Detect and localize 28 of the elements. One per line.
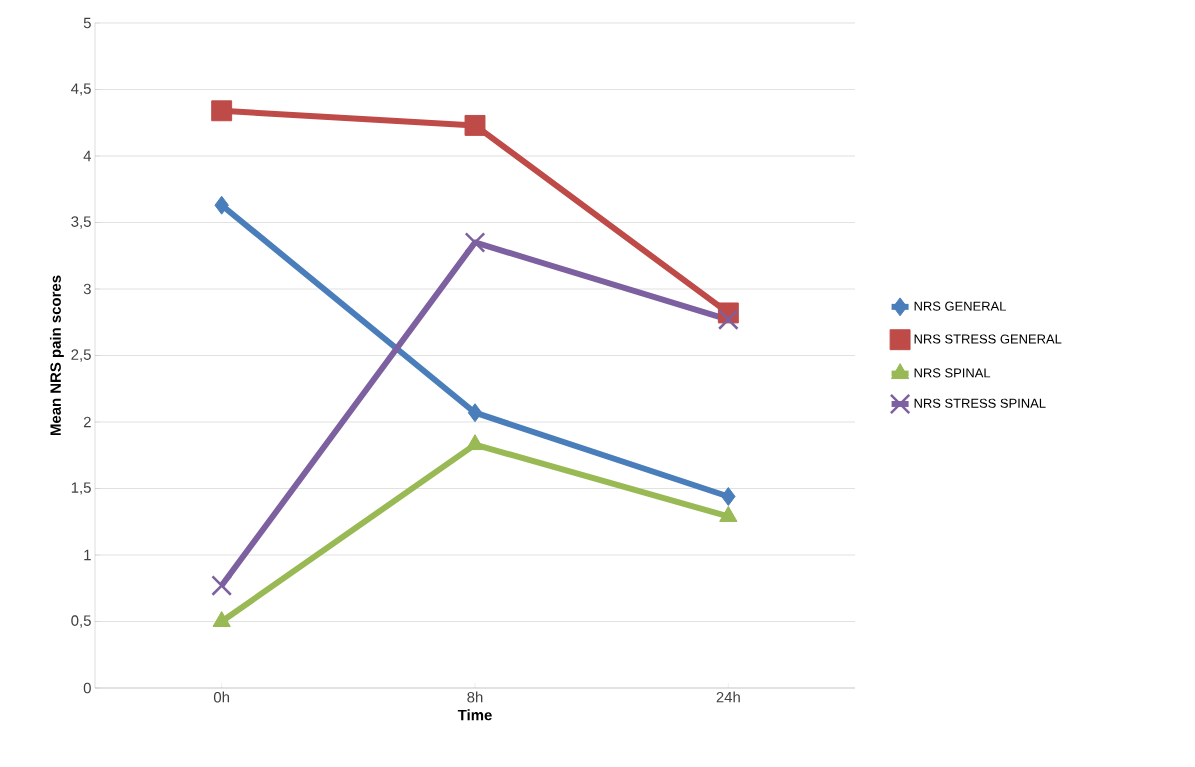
point bbox=[721, 487, 736, 506]
legend-label: NRS STRESS SPINAL bbox=[914, 398, 1046, 408]
y-tick-label: 2,5 bbox=[71, 349, 91, 362]
point bbox=[465, 434, 485, 451]
point bbox=[467, 403, 483, 423]
x-tick-label: 8h bbox=[467, 691, 483, 703]
y-tick-label: 3,5 bbox=[71, 216, 91, 229]
x-tick-label: 0h bbox=[213, 691, 230, 703]
point bbox=[211, 575, 233, 596]
y-tick-label: 1,5 bbox=[71, 482, 91, 495]
point bbox=[717, 309, 739, 330]
point bbox=[211, 100, 233, 122]
y-tick-label: 4,5 bbox=[71, 83, 91, 96]
x-tick-label: 24h bbox=[716, 691, 740, 703]
legend-label: NRS GENERAL bbox=[914, 301, 1006, 311]
y-tick-label: 5 bbox=[83, 17, 91, 29]
y-tick-label: 1 bbox=[84, 549, 91, 561]
legend-label: NRS STRESS GENERAL bbox=[914, 334, 1062, 344]
point bbox=[464, 114, 486, 136]
y-tick-label: 0 bbox=[83, 682, 91, 694]
legend-label: NRS SPINAL bbox=[914, 368, 991, 378]
y-tick-label: 4 bbox=[83, 150, 92, 162]
y-tick-label: 2 bbox=[83, 416, 91, 428]
x-axis-title: Time bbox=[457, 709, 492, 721]
y-tick-label: 3 bbox=[83, 283, 91, 295]
point bbox=[214, 195, 229, 215]
y-axis-title: Mean NRS pain scores bbox=[49, 275, 64, 436]
y-tick-label: 0,5 bbox=[71, 615, 91, 628]
